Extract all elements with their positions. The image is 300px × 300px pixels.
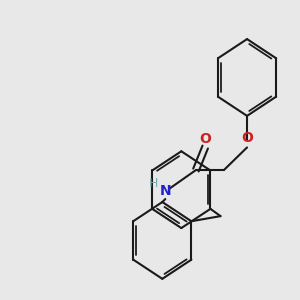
Text: H: H (149, 177, 158, 190)
Text: O: O (241, 131, 253, 145)
Text: N: N (160, 184, 172, 197)
Text: O: O (199, 132, 211, 146)
